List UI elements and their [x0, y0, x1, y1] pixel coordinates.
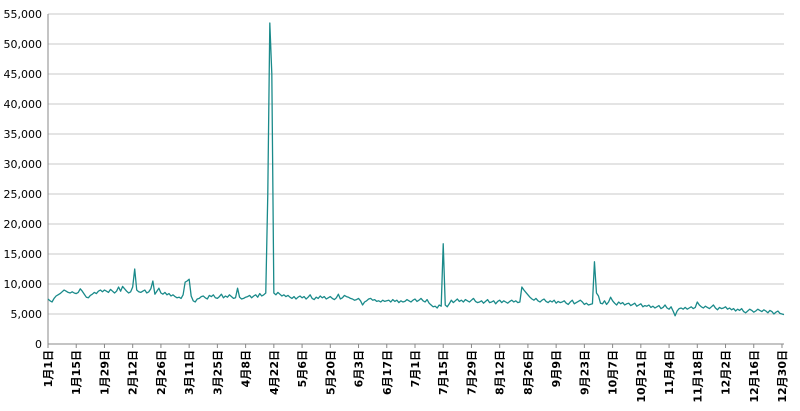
x-tick-label: 3月11日: [183, 350, 196, 395]
y-tick-label: 35,000: [4, 128, 43, 141]
x-tick-label: 7月15日: [437, 350, 450, 395]
x-tick-label: 12月2日: [720, 350, 733, 395]
x-tick-label: 7月1日: [409, 350, 422, 387]
x-tick-label: 10月21日: [635, 350, 648, 403]
x-tick-label: 7月29日: [465, 350, 478, 395]
y-tick-label: 15,000: [4, 248, 43, 261]
x-tick-label: 2月12日: [127, 350, 140, 395]
y-tick-label: 40,000: [4, 98, 43, 111]
y-tick-label: 30,000: [4, 158, 43, 171]
x-tick-label: 12月30日: [776, 350, 789, 403]
y-tick-label: 55,000: [4, 8, 43, 21]
y-tick-label: 10,000: [4, 278, 43, 291]
y-tick-label: 5,000: [11, 308, 43, 321]
x-tick-label: 9月23日: [578, 350, 591, 395]
x-tick-label: 1月29日: [98, 350, 111, 395]
x-tick-label: 4月22日: [268, 350, 281, 395]
y-tick-label: 50,000: [4, 38, 43, 51]
y-tick-label: 0: [35, 338, 42, 351]
y-tick-label: 20,000: [4, 218, 43, 231]
x-tick-label: 2月26日: [155, 350, 168, 395]
x-tick-label: 8月12日: [494, 350, 507, 395]
x-tick-label: 5月20日: [324, 350, 337, 395]
data-line: [47, 22, 785, 317]
x-tick-label: 1月1日: [42, 350, 55, 387]
x-tick-label: 6月17日: [381, 350, 394, 395]
x-tick-label: 5月6日: [296, 350, 309, 387]
x-tick-label: 3月25日: [211, 350, 224, 395]
x-tick-label: 8月26日: [522, 350, 535, 395]
x-tick-label: 11月4日: [663, 350, 676, 395]
x-tick-label: 12月16日: [748, 350, 761, 403]
y-tick-label: 25,000: [4, 188, 43, 201]
x-tick-label: 9月9日: [550, 350, 563, 387]
x-tick-label: 4月8日: [240, 350, 253, 387]
x-tick-label: 10月7日: [607, 350, 620, 395]
y-tick-label: 45,000: [4, 68, 43, 81]
x-tick-label: 6月3日: [353, 350, 366, 387]
x-tick-label: 1月15日: [70, 350, 83, 395]
x-tick-label: 11月18日: [691, 350, 704, 403]
